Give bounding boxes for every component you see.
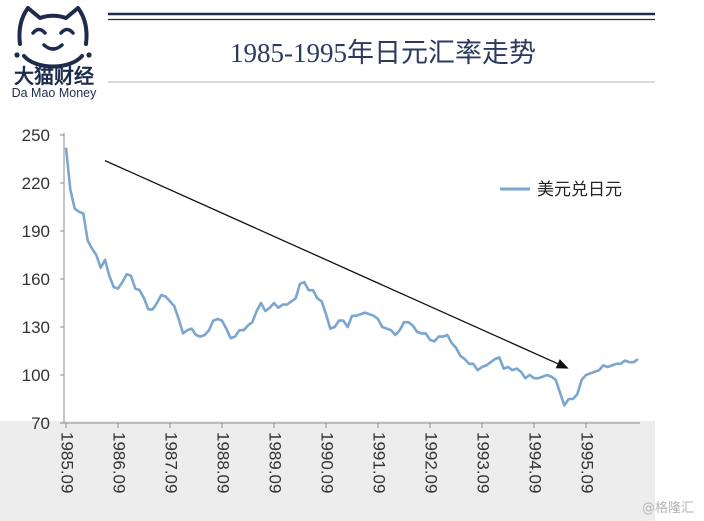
series-line-0	[64, 147, 639, 407]
chart-title: 1985-1995年日元汇率走势	[230, 38, 536, 68]
logo-name-cn: 大猫财经	[14, 64, 94, 88]
y-tick-label: 70	[31, 414, 50, 433]
x-tick-label: 1987.09	[162, 432, 181, 493]
x-tick-label: 1993.09	[474, 432, 493, 493]
trend-arrow-line	[104, 160, 558, 365]
y-tick-label: 160	[22, 270, 50, 289]
x-tick-label: 1986.09	[110, 432, 129, 493]
cat-face-icon	[14, 6, 92, 69]
watermark: @格隆汇	[642, 500, 694, 516]
x-tick-label: 1994.09	[526, 432, 545, 493]
trend-arrow-head	[555, 359, 569, 369]
y-tick-label: 130	[22, 318, 50, 337]
x-tick-label: 1989.09	[266, 432, 285, 493]
legend-label: 美元兑日元	[537, 180, 622, 200]
y-tick-label: 190	[22, 222, 50, 241]
x-axis-label-band	[0, 421, 655, 521]
x-tick-label: 1988.09	[214, 432, 233, 493]
series-layer	[64, 147, 639, 407]
x-tick-label: 1991.09	[370, 432, 389, 493]
x-tick-label: 1995.09	[578, 432, 597, 493]
y-tick-label: 220	[22, 174, 50, 193]
logo-name-en: Da Mao Money	[12, 86, 98, 100]
annotation-layer	[104, 160, 569, 369]
x-tick-label: 1992.09	[422, 432, 441, 493]
x-tick-label: 1990.09	[318, 432, 337, 493]
y-tick-label: 100	[22, 366, 50, 385]
axes: 250 220 190 160 130 100 70 1985.09 1986.09 1987.0…	[22, 126, 640, 493]
y-tick-label: 250	[22, 126, 50, 145]
x-tick-label: 1985.09	[58, 432, 77, 493]
logo: 大猫财经 Da Mao Money	[12, 6, 98, 100]
legend: 美元兑日元	[500, 180, 622, 200]
